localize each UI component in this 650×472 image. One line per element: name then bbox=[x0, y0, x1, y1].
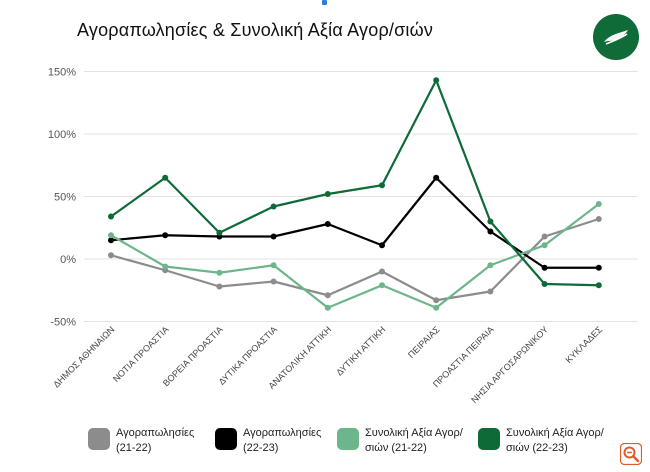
series-line bbox=[110, 217, 600, 302]
data-point bbox=[433, 297, 440, 304]
x-tick-label: ΝΟΤΙΑ ΠΡΟΑΣΤΙΑ bbox=[111, 324, 171, 384]
data-point bbox=[595, 264, 602, 271]
series-4 bbox=[108, 77, 602, 289]
data-point bbox=[379, 182, 385, 189]
series-layer bbox=[108, 77, 602, 311]
x-tick-label: ΔΥΤΙΚΗ ΑΤΤΙΚΗ bbox=[334, 324, 387, 377]
data-point bbox=[595, 282, 602, 289]
top-accent-mark bbox=[322, 0, 327, 5]
legend-swatch bbox=[478, 428, 500, 450]
y-tick-label: 150% bbox=[48, 67, 76, 79]
data-point bbox=[108, 252, 114, 259]
data-point bbox=[162, 263, 169, 270]
x-tick-label: ΠΡΟΑΣΤΙΑ ΠΕΙΡΑΙΑ bbox=[431, 324, 496, 389]
legend-label: Συνολική Αξία Αγορ/σιών (21-22) bbox=[365, 427, 463, 454]
data-point bbox=[108, 237, 114, 244]
legend-item: Συνολική Αξία Αγορ/σιών (21-22) bbox=[337, 426, 465, 456]
x-tick-label: ΒΟΡΕΙΑ ΠΡΟΑΣΤΙΑ bbox=[161, 324, 225, 388]
data-point bbox=[595, 216, 602, 222]
data-point bbox=[216, 283, 223, 290]
leaf-icon bbox=[604, 30, 628, 45]
data-point bbox=[324, 221, 331, 227]
x-tick-label: ΑΝΑΤΟΛΙΚΗ ΑΤΤΙΚΗ bbox=[266, 324, 333, 391]
y-tick-label: 100% bbox=[48, 129, 76, 141]
legend-item: Συνολική Αξία Αγορ/σιών (22-23) bbox=[478, 426, 606, 456]
data-point bbox=[487, 218, 494, 225]
data-point bbox=[541, 281, 548, 287]
data-point bbox=[541, 264, 548, 271]
legend-label: Συνολική Αξία Αγορ/σιών (22-23) bbox=[506, 427, 604, 454]
legend-item: Αγοραπωλησίες (21-22) bbox=[88, 426, 216, 456]
legend-swatch bbox=[215, 428, 237, 450]
data-point bbox=[270, 262, 277, 269]
zoom-badge-icon[interactable] bbox=[620, 443, 642, 465]
site-logo[interactable] bbox=[593, 14, 639, 60]
series-line bbox=[110, 203, 600, 309]
data-point bbox=[270, 203, 277, 210]
y-tick-label: 50% bbox=[54, 192, 76, 204]
data-point bbox=[162, 174, 169, 181]
data-point bbox=[216, 229, 223, 236]
data-point bbox=[162, 232, 169, 239]
y-tick-label: -50% bbox=[50, 317, 76, 329]
legend-label: Αγοραπωλησίες (21-22) bbox=[116, 427, 195, 454]
series-line bbox=[110, 176, 599, 269]
data-point bbox=[487, 262, 494, 269]
legend-swatch bbox=[88, 428, 110, 450]
data-point bbox=[487, 288, 494, 295]
chart-title: Αγοραπωλησίες & Συνολική Αξία Αγορ/σιών bbox=[77, 20, 434, 40]
data-point bbox=[541, 233, 548, 240]
data-point bbox=[108, 213, 114, 220]
data-point bbox=[379, 268, 385, 275]
legend-item: Αγοραπωλησίες (22-23) bbox=[215, 426, 343, 456]
data-point bbox=[108, 232, 114, 239]
y-axis-ticks: -50% 0% 50% 100% 150% bbox=[48, 67, 76, 329]
data-point bbox=[541, 242, 548, 249]
y-tick-label: 0% bbox=[60, 254, 76, 266]
data-point bbox=[324, 191, 331, 197]
data-point bbox=[379, 242, 385, 249]
x-tick-label: ΚΥΚΛΑΔΕΣ bbox=[563, 324, 604, 365]
x-tick-label: ΠΕΙΡΑΙΑΣ bbox=[406, 324, 442, 360]
x-tick-label: ΔΥΤΙΚΑ ΠΡΟΑΣΤΙΑ bbox=[217, 324, 279, 386]
data-point bbox=[324, 292, 331, 299]
data-point bbox=[270, 278, 277, 285]
series-line bbox=[110, 79, 599, 287]
data-point bbox=[433, 304, 440, 311]
legend-label: Αγοραπωλησίες (22-23) bbox=[243, 427, 322, 454]
data-point bbox=[595, 201, 602, 207]
data-point bbox=[433, 174, 440, 181]
data-point bbox=[324, 304, 331, 311]
series-1 bbox=[108, 216, 602, 304]
data-point bbox=[216, 269, 223, 276]
series-3 bbox=[108, 201, 602, 311]
x-tick-label: ΔΗΜΟΣ ΑΘΗΝΑΙΩΝ bbox=[51, 324, 116, 389]
data-point bbox=[433, 77, 440, 84]
gridlines bbox=[84, 71, 638, 322]
data-point bbox=[270, 233, 277, 240]
legend-swatch bbox=[337, 428, 359, 450]
data-point bbox=[487, 228, 494, 235]
data-point bbox=[379, 282, 385, 289]
